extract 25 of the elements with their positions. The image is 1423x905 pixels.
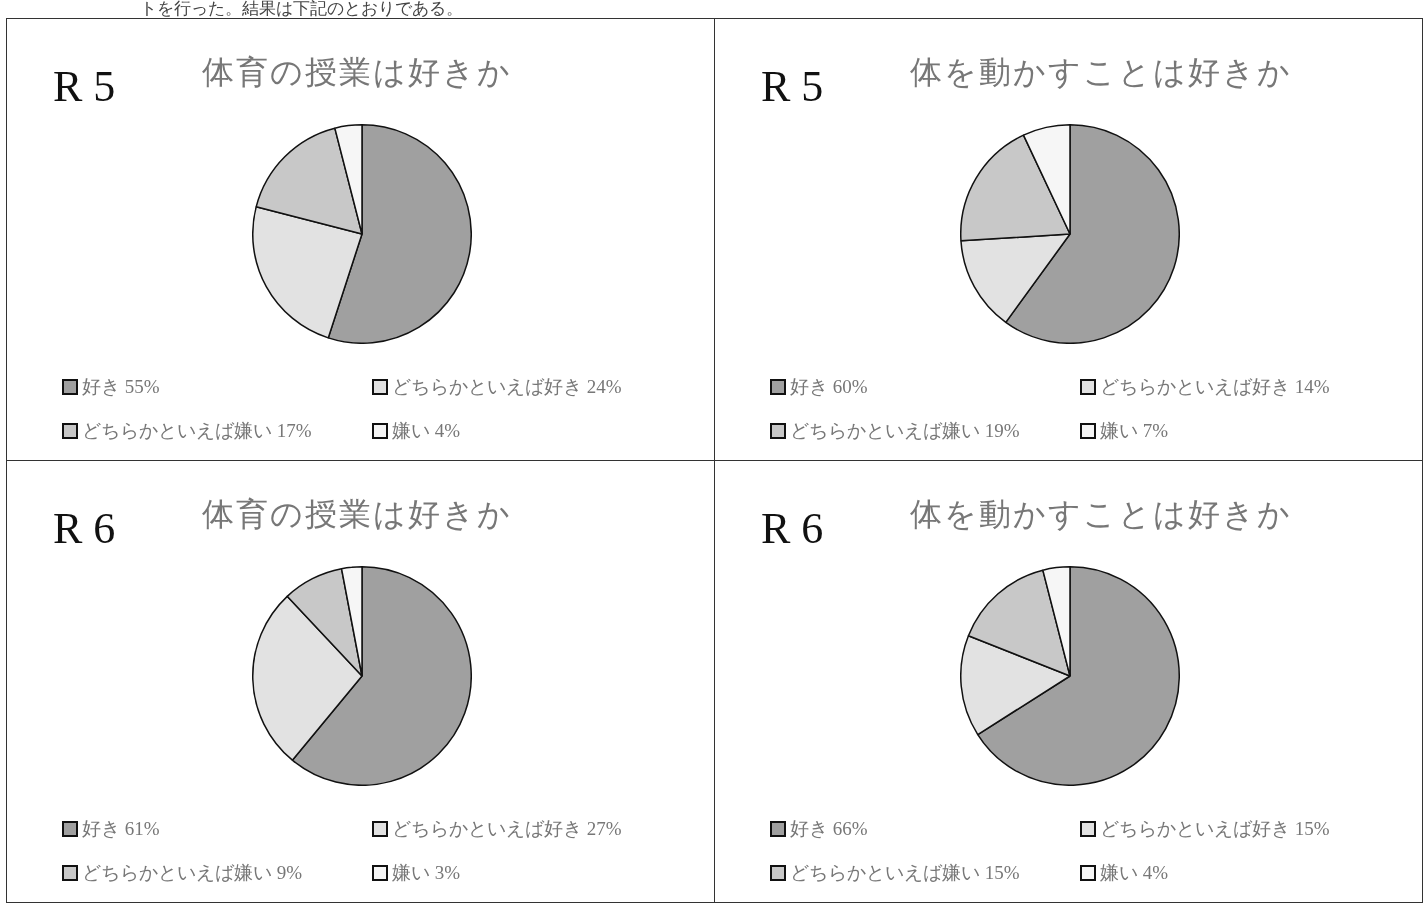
legend-label: 嫌い 4% (1100, 861, 1169, 885)
chart-title: R 5 (761, 61, 824, 112)
legend-label: どちらかといえば嫌い 15% (790, 861, 1020, 885)
chart-subtitle: 体育の授業は好きか (202, 53, 512, 92)
chart-subtitle: 体を動かすことは好きか (910, 495, 1292, 534)
chart-title: R 5 (53, 61, 116, 112)
legend-label: どちらかといえば好き 14% (1100, 375, 1330, 399)
text: トを行った。結果は下記のとおりである。 (139, 0, 464, 18)
legend-label: 好き 61% (82, 817, 160, 841)
legend-label: どちらかといえば嫌い 19% (790, 419, 1020, 443)
legend-label: どちらかといえば好き 27% (392, 817, 622, 841)
legend-label: 嫌い 7% (1100, 419, 1169, 443)
legend-label: どちらかといえば嫌い 9% (82, 861, 303, 885)
chart-title: R 6 (761, 503, 824, 554)
chart-subtitle: 体育の授業は好きか (202, 495, 512, 534)
legend-label: 好き 55% (82, 375, 160, 399)
legend-label: どちらかといえば嫌い 17% (82, 419, 312, 443)
chart-subtitle: 体を動かすことは好きか (910, 53, 1292, 92)
legend-label: どちらかといえば好き 15% (1100, 817, 1330, 841)
legend-label: 好き 66% (790, 817, 868, 841)
chart-title: R 6 (53, 503, 116, 554)
legend-label: 好き 60% (790, 375, 868, 399)
legend-label: どちらかといえば好き 24% (392, 375, 622, 399)
legend-label: 嫌い 3% (392, 861, 461, 885)
legend-label: 嫌い 4% (392, 419, 461, 443)
